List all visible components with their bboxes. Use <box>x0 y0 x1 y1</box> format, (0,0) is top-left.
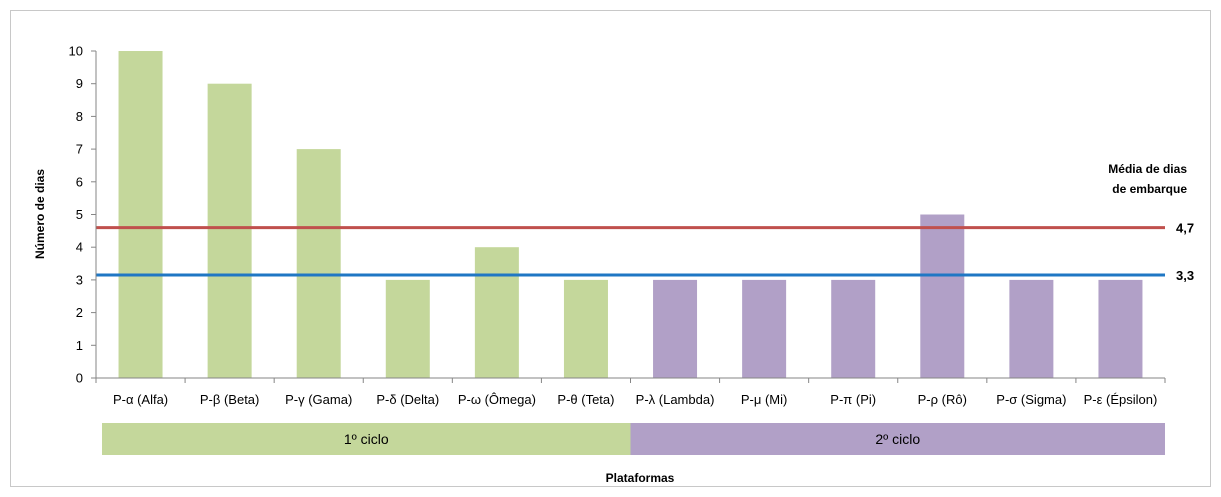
cycle-band-label: 1º ciclo <box>344 431 389 447</box>
y-tick-label: 0 <box>76 371 83 386</box>
x-tick-label: P-λ (Lambda) <box>636 392 715 407</box>
x-ticks-group: P-α (Alfa) P-β (Beta) P-γ (Gama) P-δ (Delta… <box>95 378 1166 407</box>
cycle-bands-group: 1º ciclo 2º ciclo <box>102 423 1165 455</box>
y-axis-title: Número de dias <box>33 169 47 259</box>
x-tick-label: P-α (Alfa) <box>113 392 168 407</box>
y-tick-label: 3 <box>76 272 83 287</box>
x-tick-label: P-ε (Épsilon) <box>1084 392 1158 407</box>
y-tick-label: 2 <box>76 305 83 320</box>
x-tick-label: P-σ (Sigma) <box>996 392 1066 407</box>
bar <box>742 279 787 378</box>
average-line-label: 3,3 <box>1176 268 1194 283</box>
x-tick-label: P-μ (Mi) <box>741 392 787 407</box>
bar <box>296 149 341 378</box>
y-tick-label: 1 <box>76 338 83 353</box>
x-axis-title: Plataformas <box>606 471 675 485</box>
bar <box>920 214 965 378</box>
bar <box>1098 279 1143 378</box>
y-tick-label: 5 <box>76 207 83 222</box>
y-tick-label: 7 <box>76 142 83 157</box>
x-tick-label: P-β (Beta) <box>200 392 260 407</box>
y-tick-label: 10 <box>69 44 83 59</box>
y-tick-label: 6 <box>76 174 83 189</box>
x-tick-label: P-ρ (Rô) <box>918 392 967 407</box>
x-tick-label: P-θ (Teta) <box>557 392 614 407</box>
reference-lines-group: 4,7 3,3 <box>96 221 1194 283</box>
x-tick-label: P-δ (Delta) <box>376 392 439 407</box>
cycle-band <box>630 423 1165 455</box>
bar <box>118 51 163 378</box>
x-tick-label: P-γ (Gama) <box>285 392 352 407</box>
bar <box>474 247 519 378</box>
y-tick-label: 8 <box>76 109 83 124</box>
bars-group <box>118 51 1143 378</box>
x-tick-label: P-ω (Ômega) <box>458 392 536 407</box>
legend-title-line-2: de embarque <box>1112 182 1187 196</box>
x-tick-label: P-π (Pi) <box>830 392 876 407</box>
cycle-band-label: 2º ciclo <box>875 431 920 447</box>
bar <box>1009 279 1054 378</box>
average-line-label: 4,7 <box>1176 221 1194 236</box>
y-ticks-group: 0 1 2 3 4 5 6 7 8 9 10 <box>69 44 96 386</box>
legend-title-line-1: Média de dias <box>1108 162 1187 176</box>
bar <box>563 279 608 378</box>
bar <box>385 279 430 378</box>
bar <box>831 279 876 378</box>
y-tick-label: 4 <box>76 240 83 255</box>
cycle-band <box>102 423 631 455</box>
y-tick-label: 9 <box>76 76 83 91</box>
bar <box>207 83 252 378</box>
bar <box>653 279 698 378</box>
